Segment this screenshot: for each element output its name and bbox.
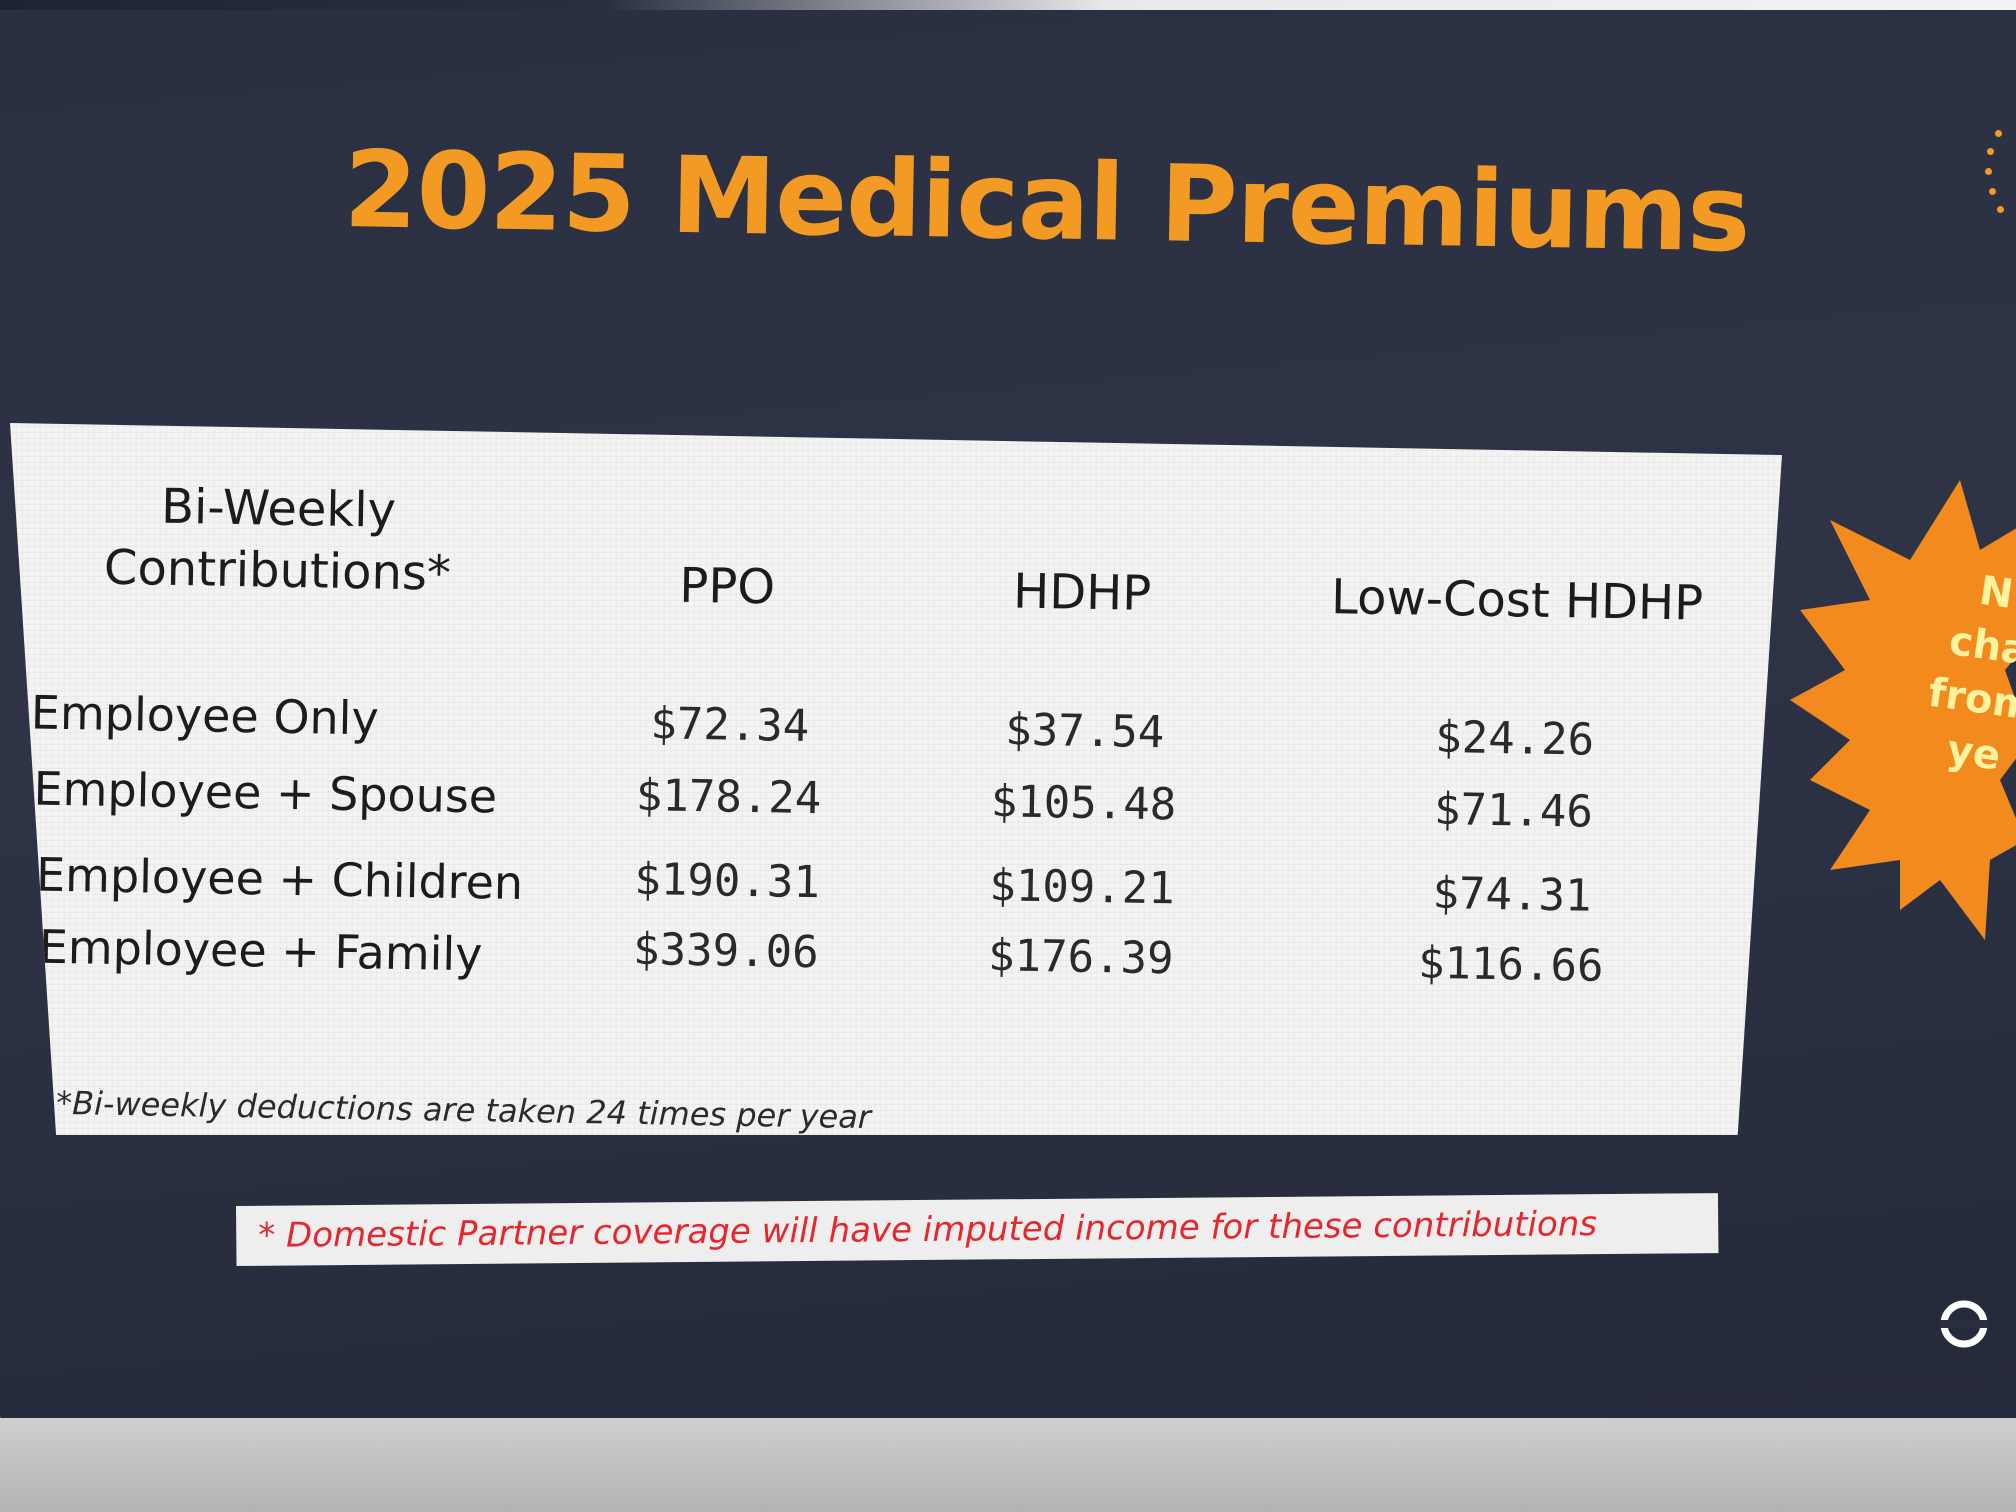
company-logo-icon bbox=[1940, 1300, 1988, 1348]
row-label-employee-family: Employee + Family bbox=[38, 919, 483, 982]
header-hdhp: HDHP bbox=[1012, 563, 1152, 622]
table-footnote: *Bi-weekly deductions are taken 24 times… bbox=[55, 1083, 872, 1137]
cell-low-cost-hdhp-employee-only: $24.26 bbox=[1434, 711, 1595, 766]
cell-hdhp-employee-family: $176.39 bbox=[987, 930, 1174, 985]
premiums-table: Bi-Weekly Contributions* PPO HDHP Low-Co… bbox=[10, 423, 1782, 1135]
header-contributions: Bi-Weekly Contributions* bbox=[87, 474, 469, 605]
header-contributions-line2: Contributions* bbox=[103, 539, 452, 602]
cell-ppo-employee-spouse: $178.24 bbox=[635, 769, 822, 825]
decorative-dots-icon bbox=[1985, 130, 2005, 220]
starburst-icon bbox=[1790, 480, 2016, 940]
slide-title: 2025 Medical Premiums bbox=[342, 128, 1751, 276]
desk-surface bbox=[0, 1418, 2016, 1512]
cell-ppo-employee-family: $339.06 bbox=[632, 923, 820, 979]
cell-ppo-employee-children: $190.31 bbox=[633, 853, 821, 909]
cell-low-cost-hdhp-employee-children: $74.31 bbox=[1432, 867, 1592, 922]
row-label-employee-spouse: Employee + Spouse bbox=[33, 761, 498, 824]
cell-hdhp-employee-spouse: $105.48 bbox=[990, 776, 1177, 831]
cell-low-cost-hdhp-employee-spouse: $71.46 bbox=[1433, 783, 1594, 838]
premiums-table-content: Bi-Weekly Contributions* PPO HDHP Low-Co… bbox=[10, 423, 1782, 1137]
cell-ppo-employee-only: $72.34 bbox=[649, 698, 810, 752]
header-contributions-line1: Bi-Weekly bbox=[160, 478, 397, 539]
header-low-cost-hdhp: Low-Cost HDHP bbox=[1330, 569, 1704, 632]
cell-low-cost-hdhp-employee-family: $116.66 bbox=[1417, 937, 1604, 992]
header-ppo: PPO bbox=[678, 557, 776, 616]
cell-hdhp-employee-children: $109.21 bbox=[988, 860, 1176, 915]
row-label-employee-children: Employee + Children bbox=[35, 847, 524, 911]
cell-hdhp-employee-only: $37.54 bbox=[1004, 704, 1165, 759]
row-label-employee-only: Employee Only bbox=[30, 685, 380, 746]
